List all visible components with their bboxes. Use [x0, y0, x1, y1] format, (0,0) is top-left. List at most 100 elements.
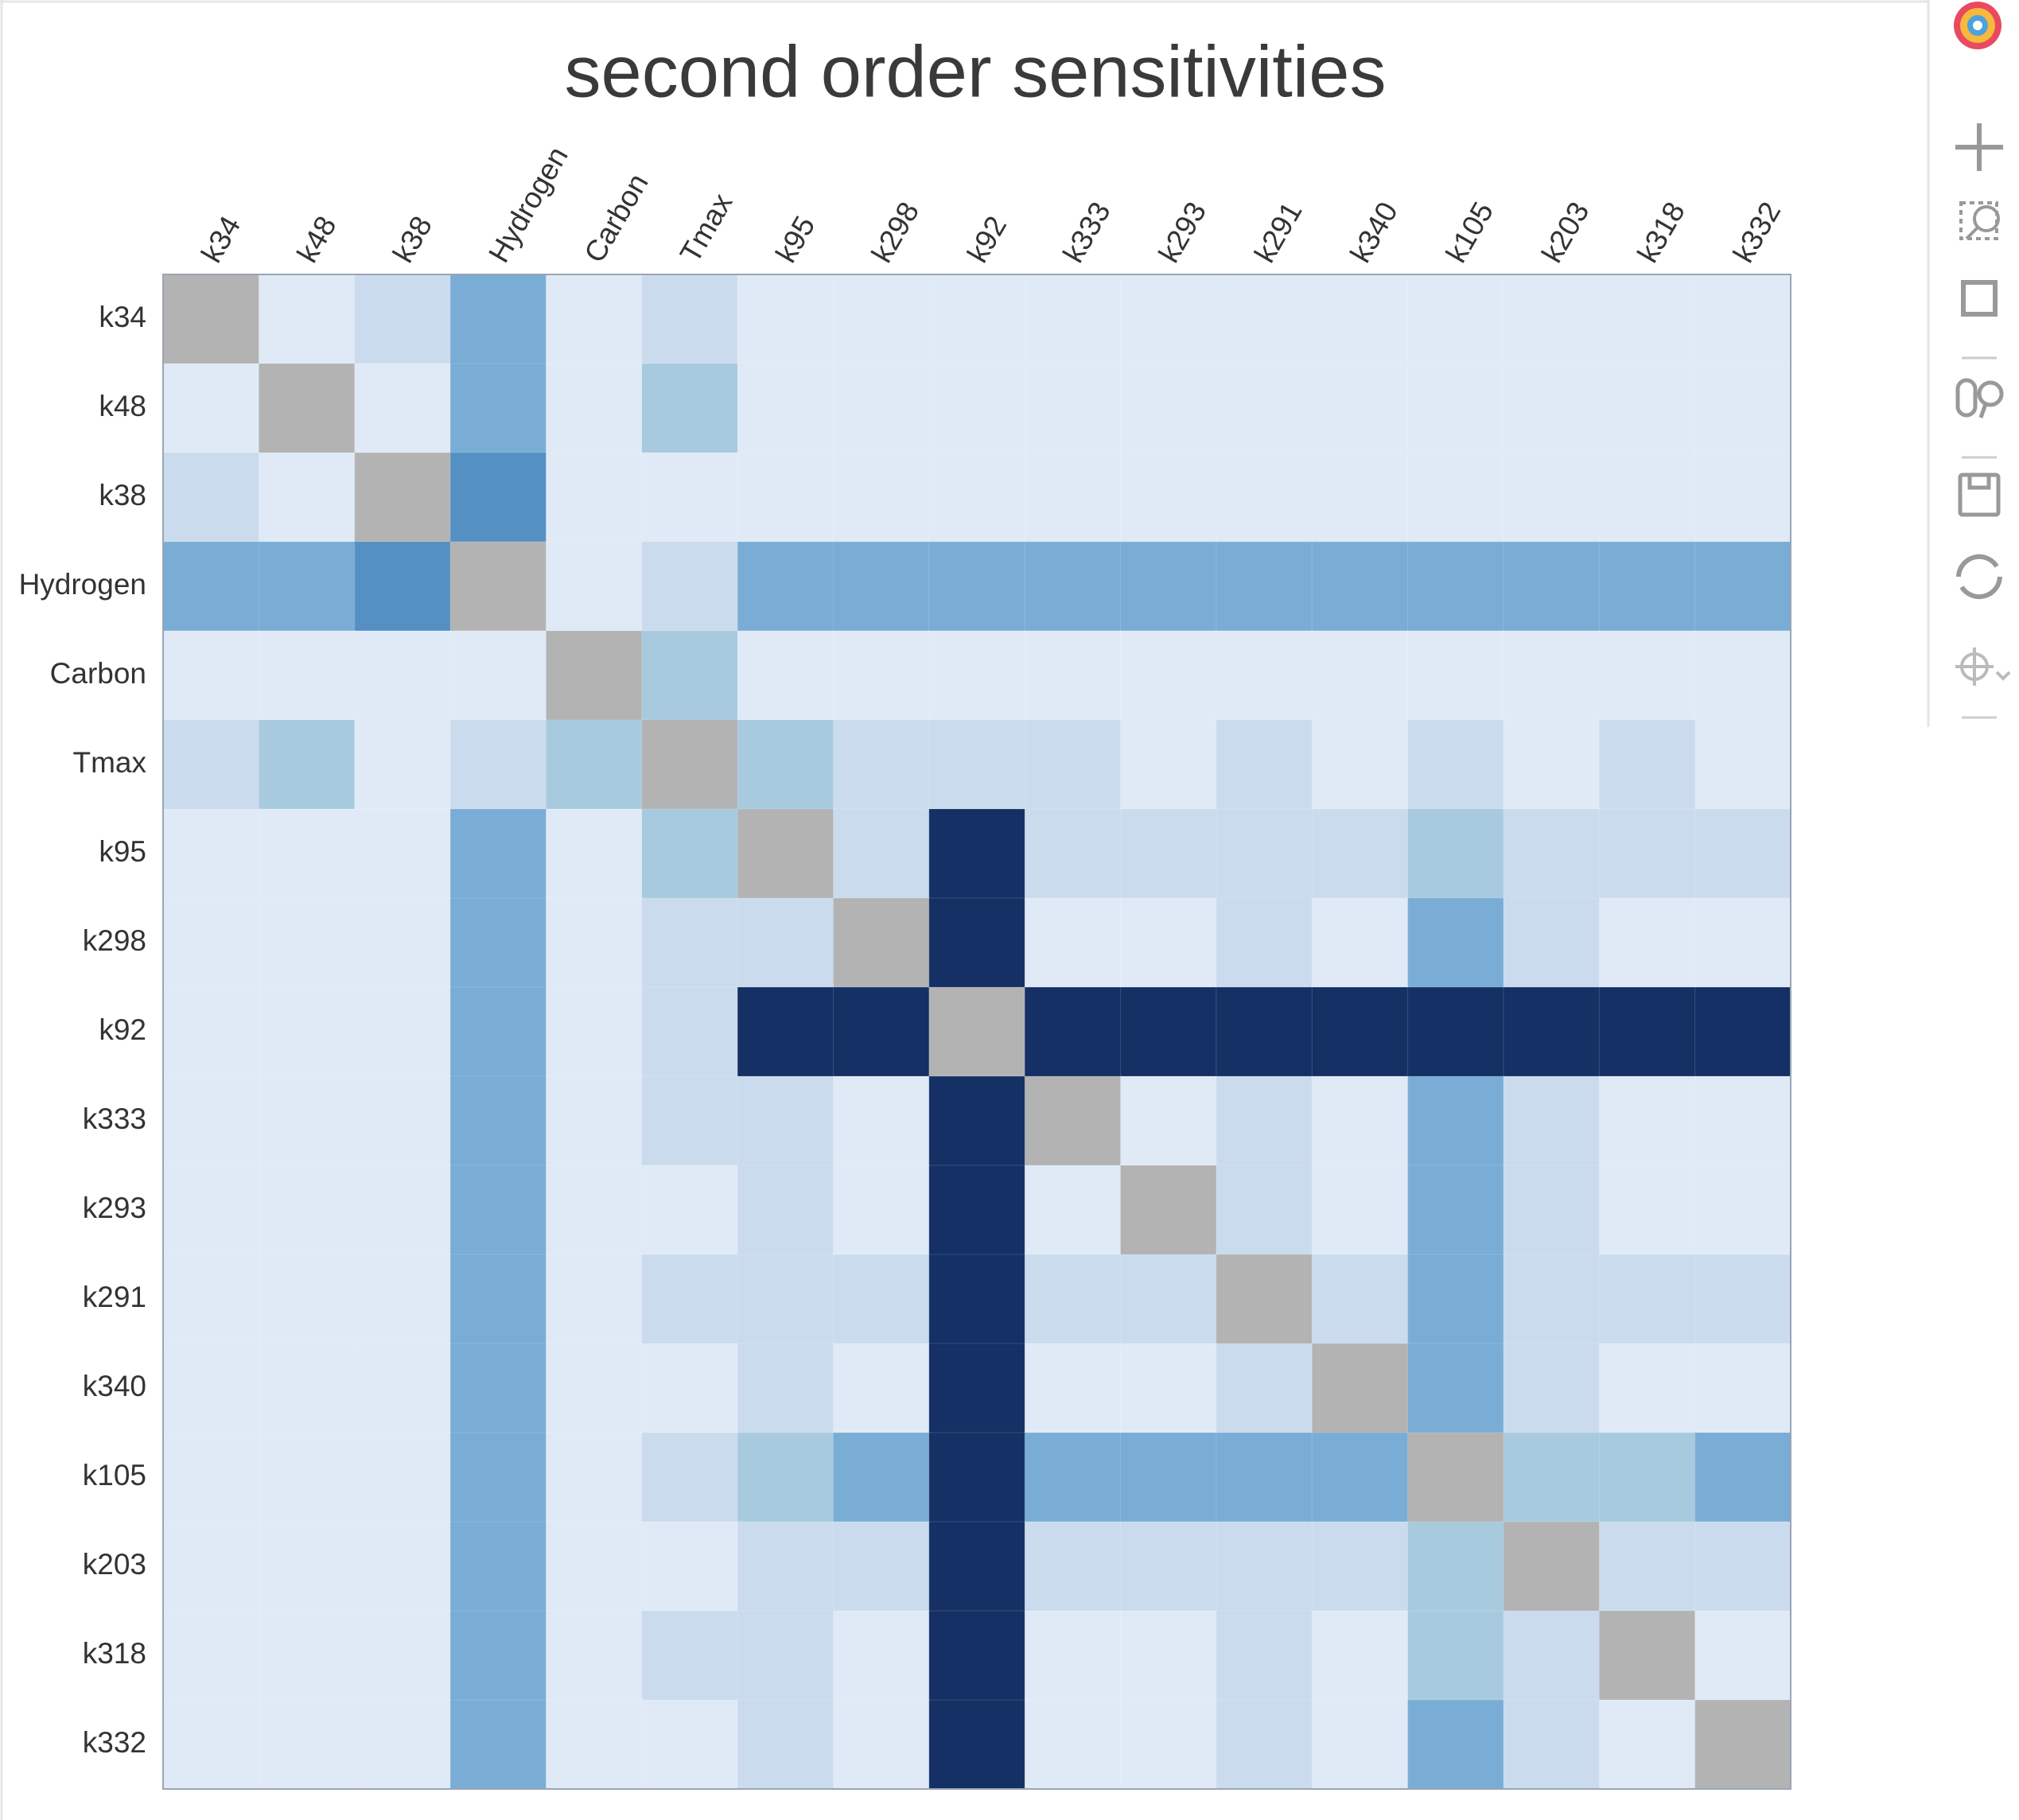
cell	[449, 897, 547, 988]
cell	[1024, 1165, 1122, 1255]
cell	[449, 1343, 547, 1433]
cell	[1024, 452, 1122, 542]
cell	[1407, 808, 1504, 899]
cell	[737, 986, 834, 1077]
cell	[1503, 1254, 1601, 1344]
cell	[258, 1610, 356, 1701]
cell	[1694, 986, 1791, 1077]
cell	[1598, 808, 1696, 899]
cell	[258, 897, 356, 988]
cell	[1311, 719, 1409, 810]
cell	[354, 630, 452, 721]
cell	[1407, 986, 1504, 1077]
cell	[1120, 1432, 1217, 1522]
cell	[162, 1075, 260, 1166]
cell	[1311, 274, 1409, 364]
cell	[737, 452, 834, 542]
y-tick-label: k34	[99, 301, 146, 333]
nan-cell	[1216, 1254, 1313, 1344]
bokeh-logo[interactable]	[1954, 2, 2001, 49]
hover-tool[interactable]	[1955, 648, 2011, 686]
cell	[1503, 1165, 1601, 1255]
cell	[1216, 1432, 1313, 1522]
cell	[1598, 541, 1696, 632]
cell	[1598, 1699, 1696, 1790]
box-zoom-tool[interactable]	[1959, 201, 2000, 240]
cell	[1694, 1432, 1791, 1522]
cell	[258, 808, 356, 899]
cell	[545, 1699, 643, 1790]
cell	[258, 986, 356, 1077]
cell	[1216, 897, 1313, 988]
cell	[1598, 1075, 1696, 1166]
cell	[162, 1521, 260, 1612]
nan-cell	[1407, 1432, 1504, 1522]
nan-cell	[1024, 1075, 1122, 1166]
cell	[1407, 1521, 1504, 1612]
cell	[354, 274, 452, 364]
cell	[1598, 1521, 1696, 1612]
cell	[1120, 1254, 1217, 1344]
cell	[1503, 452, 1601, 542]
nan-cell	[258, 363, 356, 453]
cell	[449, 363, 547, 453]
cell	[1024, 986, 1122, 1077]
cell	[928, 1075, 1026, 1166]
reset-zoom-tool[interactable]	[1961, 280, 1998, 317]
cell	[1407, 452, 1504, 542]
cell	[832, 1075, 930, 1166]
save-tool[interactable]	[1958, 472, 2001, 517]
cell	[1024, 630, 1122, 721]
cell	[832, 986, 930, 1077]
cell	[1216, 1521, 1313, 1612]
cell	[1024, 1699, 1122, 1790]
cell	[1120, 1699, 1217, 1790]
cell	[354, 1521, 452, 1612]
cell	[1503, 1432, 1601, 1522]
reset-tool[interactable]	[1956, 554, 2002, 600]
pan-tool[interactable]	[1955, 123, 2003, 171]
cell	[162, 1699, 260, 1790]
nan-cell	[832, 897, 930, 988]
cell	[1311, 1432, 1409, 1522]
cell	[1503, 274, 1601, 364]
cell	[641, 630, 739, 721]
cell	[832, 719, 930, 810]
cell	[1311, 630, 1409, 721]
cell	[354, 1075, 452, 1166]
nan-cell	[1503, 1521, 1601, 1612]
cell	[737, 1165, 834, 1255]
nan-cell	[1120, 1165, 1217, 1255]
cell	[449, 1521, 547, 1612]
cell	[258, 1343, 356, 1433]
cell	[1216, 630, 1313, 721]
y-tick-label: k48	[99, 390, 146, 422]
cell	[928, 274, 1026, 364]
y-tick-label: k298	[83, 924, 146, 957]
cell	[162, 808, 260, 899]
cell	[1120, 1075, 1217, 1166]
cell	[354, 1432, 452, 1522]
cell	[258, 1254, 356, 1344]
cell	[449, 719, 547, 810]
wheel-zoom-tool[interactable]	[1955, 378, 2004, 418]
cell	[1407, 630, 1504, 721]
cell	[928, 1699, 1026, 1790]
cell	[1024, 1521, 1122, 1612]
cell	[545, 363, 643, 453]
cell	[928, 452, 1026, 542]
cell	[1120, 630, 1217, 721]
cell	[162, 1343, 260, 1433]
cell	[1120, 363, 1217, 453]
cell	[641, 1699, 739, 1790]
plot-border	[162, 274, 1791, 1790]
cell	[1216, 1699, 1313, 1790]
cell	[449, 986, 547, 1077]
cell	[832, 452, 930, 542]
y-tick-label: Carbon	[50, 657, 146, 690]
cell	[258, 274, 356, 364]
cell	[1598, 363, 1696, 453]
cell	[1024, 719, 1122, 810]
cell	[641, 452, 739, 542]
